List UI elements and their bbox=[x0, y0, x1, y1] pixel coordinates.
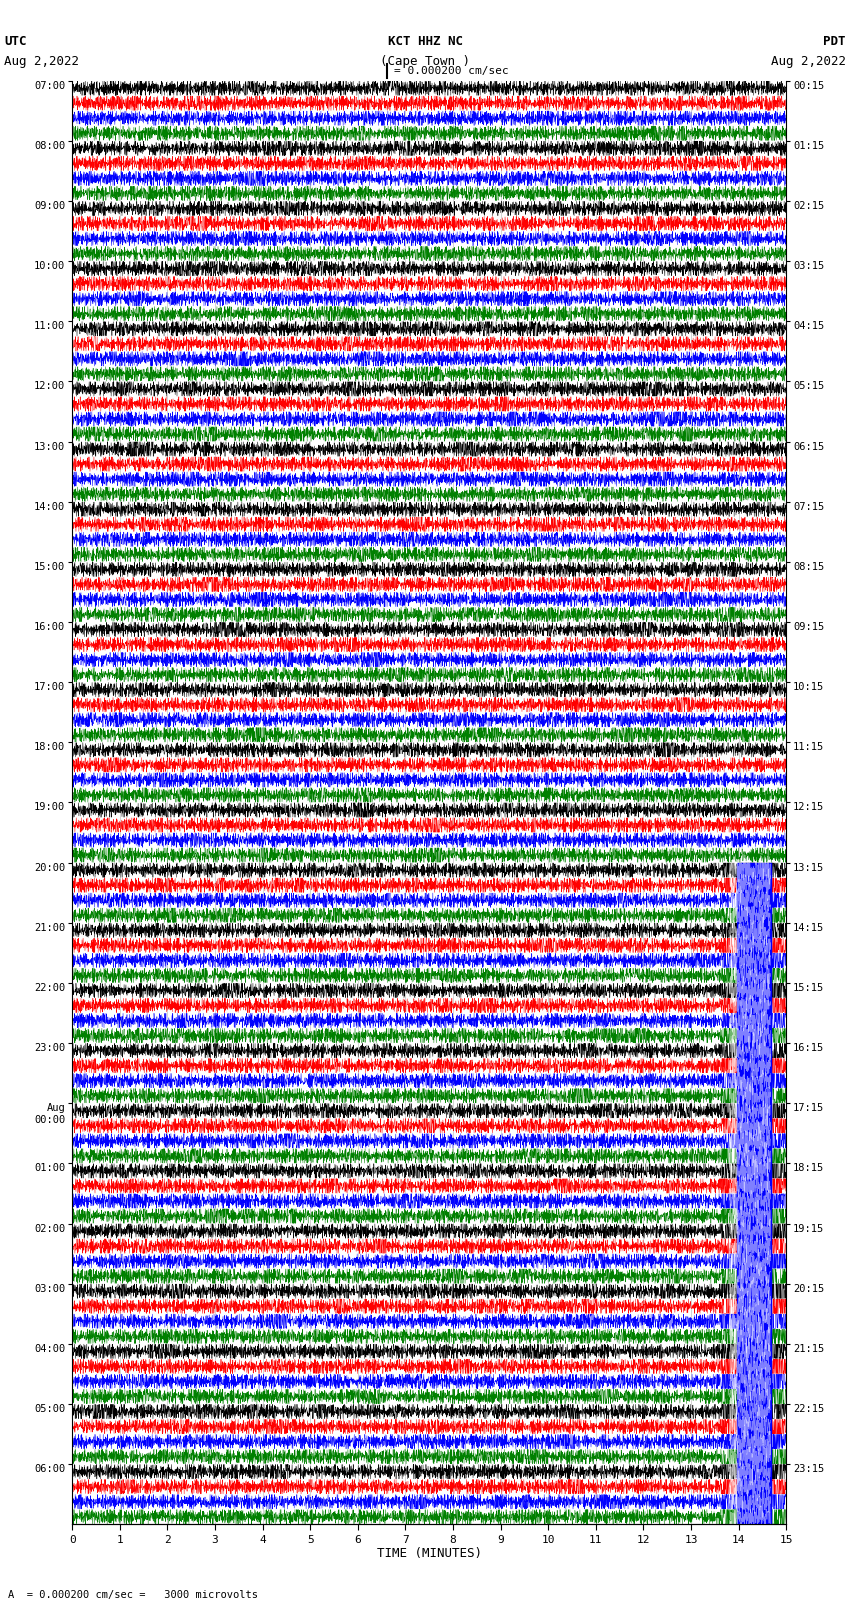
Text: Aug 2,2022: Aug 2,2022 bbox=[771, 55, 846, 68]
Text: Aug 2,2022: Aug 2,2022 bbox=[4, 55, 79, 68]
Text: KCT HHZ NC: KCT HHZ NC bbox=[388, 35, 462, 48]
Text: PDT: PDT bbox=[824, 35, 846, 48]
Text: A  = 0.000200 cm/sec =   3000 microvolts: A = 0.000200 cm/sec = 3000 microvolts bbox=[8, 1590, 258, 1600]
Text: (Cape Town ): (Cape Town ) bbox=[380, 55, 470, 68]
Text: UTC: UTC bbox=[4, 35, 26, 48]
Text: = 0.000200 cm/sec: = 0.000200 cm/sec bbox=[394, 66, 508, 76]
X-axis label: TIME (MINUTES): TIME (MINUTES) bbox=[377, 1547, 482, 1560]
